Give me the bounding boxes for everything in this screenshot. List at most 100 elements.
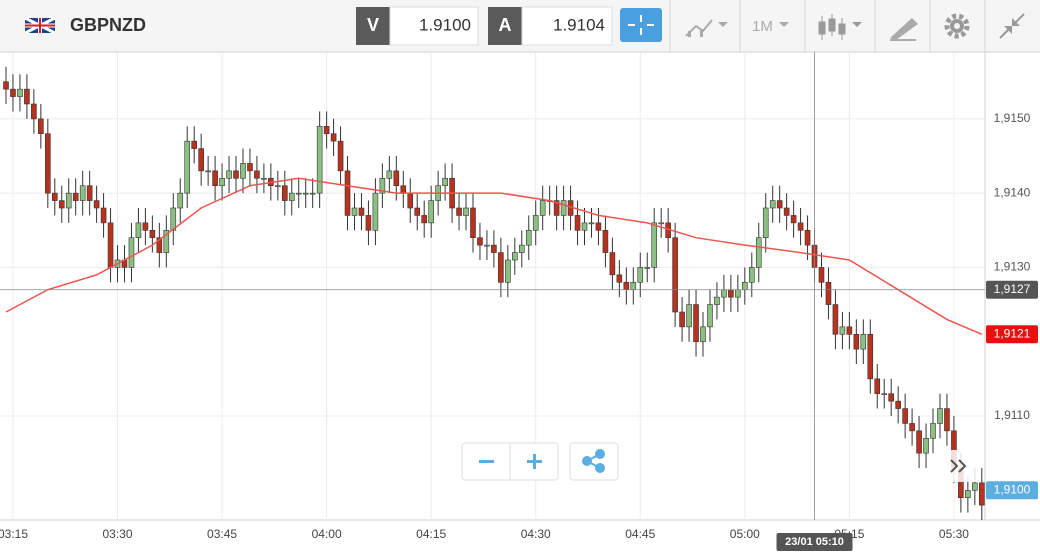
collapse-button[interactable] [999, 13, 1025, 39]
share-button[interactable] [582, 449, 605, 473]
candle-body [916, 430, 922, 454]
candle-body [832, 304, 839, 335]
candle-body [748, 267, 755, 283]
candle-body [128, 237, 135, 268]
candle-body [219, 177, 225, 187]
plot [3, 66, 985, 520]
ask-price[interactable]: 1.9104 [553, 15, 605, 34]
x-tick-label: 04:45 [625, 527, 655, 541]
candle-body [351, 207, 358, 216]
candle-body [142, 222, 149, 231]
draw-button[interactable] [890, 18, 918, 41]
candle-body [107, 222, 114, 268]
zoom-in-button[interactable] [527, 454, 542, 469]
candle-body [163, 229, 170, 253]
candle-body [400, 185, 407, 194]
candle-body [686, 304, 692, 328]
x-tick-label: 03:15 [0, 527, 28, 541]
candle-body [358, 207, 365, 216]
share-box [569, 442, 619, 481]
ask-box[interactable] [521, 6, 613, 46]
settings-button[interactable] [944, 13, 970, 39]
candle-body [588, 222, 595, 225]
ask-key-box[interactable] [488, 7, 522, 45]
candle-body [149, 229, 156, 239]
candle-body [240, 163, 246, 179]
last-price-label: 1,9100 [994, 482, 1031, 496]
crosshair-button[interactable] [620, 8, 662, 42]
candle-body [100, 207, 107, 224]
candle-body [24, 88, 30, 105]
candle-body [755, 237, 762, 268]
candle-body [700, 326, 706, 343]
chart-type-button[interactable] [685, 19, 728, 37]
candle-body [944, 408, 950, 432]
y-tick-label: 1,9140 [994, 185, 1031, 199]
candle-body [783, 207, 790, 216]
candle-body [135, 222, 142, 239]
candle-body [602, 229, 609, 253]
candle-body [31, 103, 37, 120]
candle-body [693, 304, 699, 343]
candle-body [337, 140, 344, 172]
candle-body [51, 192, 58, 201]
candle-body [177, 192, 184, 209]
candle-body [860, 333, 867, 350]
x-tick-label: 04:30 [521, 527, 551, 541]
x-tick-label: 04:15 [416, 527, 446, 541]
bid-key[interactable]: V [367, 15, 379, 35]
timeframe-button[interactable]: 1M [752, 18, 789, 35]
candle-style-button[interactable] [818, 14, 862, 40]
candle-body [17, 88, 23, 97]
candle-body [623, 281, 630, 291]
scroll-right-button[interactable] [940, 450, 976, 482]
candle-body [644, 267, 651, 269]
candle-body [442, 177, 448, 187]
candle-body [330, 133, 337, 142]
timeframe[interactable]: 1M [752, 18, 773, 35]
candle-body [302, 192, 309, 195]
flag [24, 16, 56, 35]
candle-body [637, 267, 644, 283]
candle-body [323, 125, 330, 135]
candle-body [226, 170, 232, 179]
y-tick-label: 1,9130 [994, 260, 1031, 274]
candle-body [839, 326, 846, 335]
candle-body [630, 281, 637, 291]
candle-body [539, 200, 546, 216]
crosshair-x-tag [776, 533, 853, 551]
ask-key[interactable]: A [499, 15, 512, 35]
candle-body [672, 237, 678, 313]
candle-body [804, 229, 811, 246]
candle-body [923, 437, 929, 454]
candle-body [581, 222, 588, 231]
candle-body [288, 192, 295, 201]
candle-body [714, 296, 720, 305]
candle-body [316, 125, 323, 194]
candle-body [818, 267, 825, 283]
candle-body [825, 281, 832, 305]
candle-body [742, 281, 748, 291]
candle-body [477, 237, 483, 246]
candle-body [728, 289, 734, 298]
candle-body [233, 170, 239, 179]
candle-body [525, 229, 532, 246]
candle-body [498, 252, 504, 283]
candle-body [707, 304, 713, 328]
candle-body [978, 482, 985, 506]
candle-body [156, 237, 163, 253]
x-tick-label: 05:30 [939, 527, 969, 541]
candle-body [518, 244, 525, 253]
candle-body [853, 333, 860, 350]
candle-body [407, 192, 414, 209]
candle-body [463, 207, 469, 216]
ma-value-label: 1,9121 [994, 326, 1031, 340]
candle-body [470, 207, 476, 239]
bid-key-box[interactable] [356, 7, 390, 45]
candle-body [651, 222, 658, 268]
candle-body [428, 200, 434, 224]
bid-price[interactable]: 1.9100 [419, 15, 471, 34]
candle-body [679, 311, 685, 328]
bid-box[interactable] [389, 6, 479, 46]
moving-average [5, 177, 983, 335]
